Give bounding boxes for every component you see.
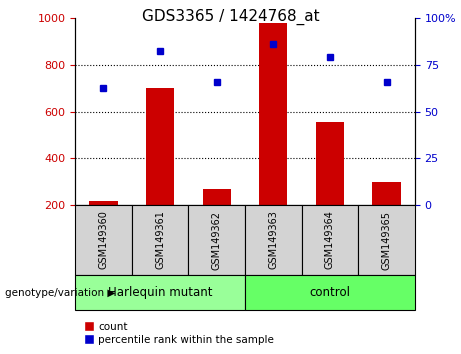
FancyBboxPatch shape bbox=[245, 275, 415, 310]
Text: GSM149364: GSM149364 bbox=[325, 211, 335, 269]
Bar bbox=[259, 23, 288, 205]
Text: Harlequin mutant: Harlequin mutant bbox=[108, 286, 213, 299]
Text: GSM149360: GSM149360 bbox=[99, 211, 108, 269]
Bar bbox=[146, 88, 174, 205]
Text: GSM149361: GSM149361 bbox=[155, 211, 165, 269]
Text: genotype/variation ▶: genotype/variation ▶ bbox=[5, 287, 115, 297]
FancyBboxPatch shape bbox=[301, 205, 358, 275]
Bar bbox=[316, 122, 344, 205]
FancyBboxPatch shape bbox=[245, 205, 301, 275]
FancyBboxPatch shape bbox=[75, 275, 245, 310]
FancyBboxPatch shape bbox=[189, 205, 245, 275]
Bar bbox=[372, 182, 401, 205]
Bar bbox=[89, 201, 118, 205]
Text: GSM149365: GSM149365 bbox=[382, 211, 391, 269]
Bar bbox=[202, 189, 231, 205]
FancyBboxPatch shape bbox=[132, 205, 189, 275]
FancyBboxPatch shape bbox=[75, 205, 132, 275]
Text: GDS3365 / 1424768_at: GDS3365 / 1424768_at bbox=[142, 9, 319, 25]
FancyBboxPatch shape bbox=[358, 205, 415, 275]
Text: control: control bbox=[309, 286, 350, 299]
Text: GSM149362: GSM149362 bbox=[212, 211, 222, 269]
Legend: count, percentile rank within the sample: count, percentile rank within the sample bbox=[80, 317, 278, 349]
Text: GSM149363: GSM149363 bbox=[268, 211, 278, 269]
